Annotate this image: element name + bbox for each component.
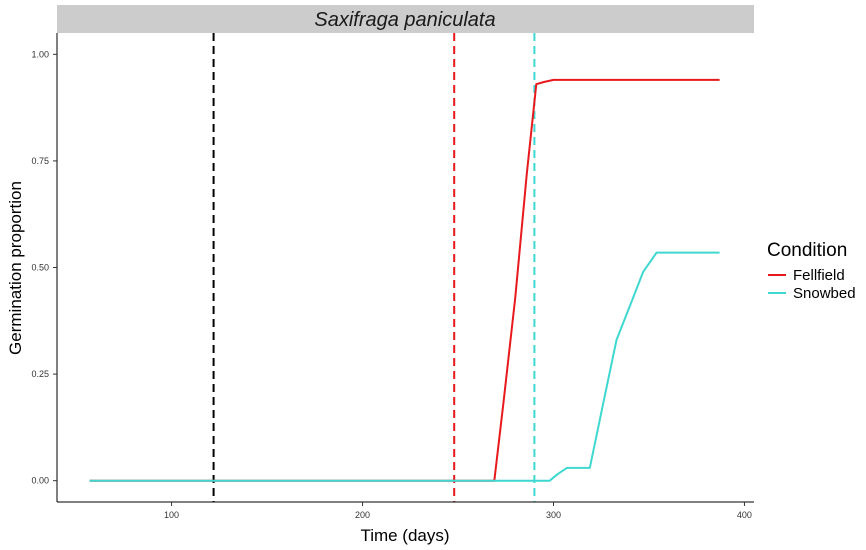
reference-lines bbox=[212, 33, 536, 502]
facet-strip: Saxifraga paniculata bbox=[57, 5, 754, 33]
series-line-snowbed bbox=[89, 251, 720, 482]
axes: 0.00 0.25 0.50 0.75 1.00 100 200 300 400 bbox=[31, 33, 754, 520]
facet-strip-title: Saxifraga paniculata bbox=[314, 9, 495, 31]
y-tick-label: 0.25 bbox=[31, 369, 49, 379]
x-tick-label: 400 bbox=[737, 510, 752, 520]
y-tick-label: 0.50 bbox=[31, 263, 49, 273]
y-axis-title: Germination proportion bbox=[6, 181, 25, 355]
x-tick-label: 300 bbox=[546, 510, 561, 520]
legend-title: Condition bbox=[767, 240, 847, 261]
legend-label-fellfield: Fellfield bbox=[793, 267, 845, 284]
series-lines bbox=[89, 78, 720, 482]
x-axis-title: Time (days) bbox=[360, 526, 449, 545]
x-tick-label: 100 bbox=[164, 510, 179, 520]
x-tick-label: 200 bbox=[355, 510, 370, 520]
series-line-fellfield bbox=[89, 78, 720, 482]
y-tick-label: 0.00 bbox=[31, 476, 49, 486]
legend-label-snowbed: Snowbed bbox=[793, 285, 856, 302]
facet-strip-background bbox=[57, 5, 754, 33]
y-tick-label: 1.00 bbox=[31, 49, 49, 59]
y-tick-label: 0.75 bbox=[31, 156, 49, 166]
